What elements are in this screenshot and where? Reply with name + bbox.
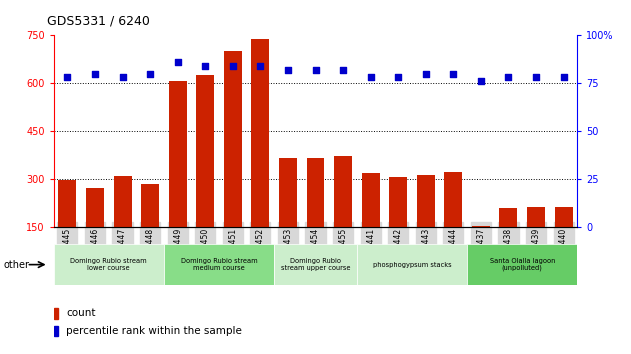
Bar bbox=[54, 308, 59, 319]
Point bbox=[310, 67, 321, 73]
Point bbox=[365, 75, 375, 80]
Bar bbox=[362, 173, 380, 227]
Bar bbox=[389, 177, 407, 227]
Point bbox=[338, 67, 348, 73]
Text: Santa Olalla lagoon
(unpolluted): Santa Olalla lagoon (unpolluted) bbox=[490, 258, 555, 272]
Point bbox=[90, 71, 100, 76]
Point bbox=[145, 71, 155, 76]
Bar bbox=[472, 226, 490, 227]
Bar bbox=[307, 158, 324, 227]
Bar bbox=[444, 172, 463, 227]
Point bbox=[200, 63, 210, 69]
Bar bbox=[224, 51, 242, 227]
Bar bbox=[196, 75, 214, 227]
Point bbox=[558, 75, 569, 80]
Point bbox=[62, 75, 73, 80]
Bar bbox=[114, 176, 131, 227]
Bar bbox=[274, 244, 357, 285]
Point bbox=[421, 71, 431, 76]
Bar bbox=[59, 180, 76, 227]
Point bbox=[228, 63, 238, 69]
Point bbox=[504, 75, 514, 80]
Bar bbox=[527, 207, 545, 227]
Bar bbox=[555, 207, 572, 227]
Text: other: other bbox=[3, 259, 29, 270]
Bar bbox=[417, 175, 435, 227]
Point bbox=[117, 75, 127, 80]
Point bbox=[256, 63, 266, 69]
Text: Domingo Rubio stream
lower course: Domingo Rubio stream lower course bbox=[71, 258, 147, 271]
Point bbox=[476, 79, 486, 84]
Point bbox=[448, 71, 458, 76]
Point bbox=[283, 67, 293, 73]
Bar bbox=[141, 184, 159, 227]
Bar bbox=[334, 156, 352, 227]
Bar bbox=[168, 81, 187, 227]
Text: Domingo Rubio stream
medium course: Domingo Rubio stream medium course bbox=[180, 258, 257, 271]
Bar bbox=[357, 244, 467, 285]
Bar bbox=[251, 39, 269, 227]
Text: count: count bbox=[66, 308, 96, 318]
Text: GDS5331 / 6240: GDS5331 / 6240 bbox=[47, 14, 150, 27]
Point bbox=[393, 75, 403, 80]
Text: phosphogypsum stacks: phosphogypsum stacks bbox=[373, 262, 451, 268]
Bar bbox=[500, 209, 517, 227]
Text: percentile rank within the sample: percentile rank within the sample bbox=[66, 326, 242, 336]
Bar bbox=[86, 188, 104, 227]
Point bbox=[173, 59, 183, 65]
Point bbox=[531, 75, 541, 80]
Bar bbox=[164, 244, 274, 285]
Bar bbox=[54, 326, 59, 336]
Bar bbox=[279, 158, 297, 227]
Text: Domingo Rubio
stream upper course: Domingo Rubio stream upper course bbox=[281, 258, 350, 271]
Bar bbox=[467, 244, 577, 285]
Bar bbox=[54, 244, 164, 285]
